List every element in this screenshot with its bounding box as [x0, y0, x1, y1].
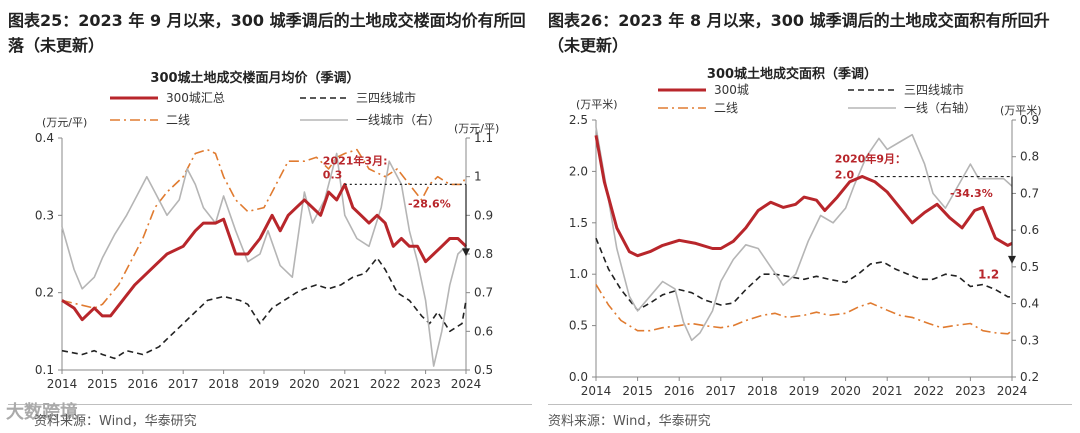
x-tick-label: 2016: [664, 384, 695, 398]
right-tick-label: 0.2: [1020, 370, 1039, 384]
panel-land-area: 图表26：2023 年 8 月以来，300 城季调后的土地成交面积有所回升（未更…: [540, 0, 1080, 433]
series-line-300城: [594, 135, 1013, 258]
x-tick-label: 2022: [370, 377, 401, 391]
right-tick-label: 0.6: [474, 324, 493, 338]
right-tick-label: 0.9: [474, 208, 493, 222]
right-tick-label: 0.3: [1020, 333, 1039, 347]
x-tick-label: 2017: [706, 384, 737, 398]
right-tick-label: 0.5: [1020, 260, 1039, 274]
legend-label: 二线: [166, 113, 190, 127]
x-tick-label: 2014: [581, 384, 612, 398]
x-tick-label: 2015: [87, 377, 118, 391]
figure-title: 图表26：2023 年 8 月以来，300 城季调后的土地成交面积有所回升（未更…: [548, 11, 1050, 55]
right-tick-label: 0.7: [474, 286, 493, 300]
legend-label: 一线（右轴）: [904, 100, 976, 115]
legend-label: 三四线城市: [904, 82, 964, 97]
series-line-二线: [61, 148, 467, 309]
x-tick-label: 2019: [249, 377, 280, 391]
left-tick-label: 0.4: [35, 131, 54, 145]
right-axis-unit: (万平米): [1000, 104, 1042, 117]
annotation-date: 2020年9月：: [835, 152, 906, 166]
x-tick-label: 2018: [747, 384, 778, 398]
left-tick-label: 0.3: [35, 208, 54, 222]
right-tick-label: 0.8: [474, 247, 493, 261]
chart-title: 300城土地成交面积（季调）: [707, 66, 877, 82]
annotation-value: 0.3: [323, 168, 343, 181]
annotation-current: 1.2: [978, 267, 999, 281]
series-line-二线: [595, 284, 1013, 335]
right-tick-label: 1: [474, 170, 482, 184]
x-tick-label: 2020: [289, 377, 320, 391]
x-tick-label: 2015: [622, 384, 653, 398]
chart-title: 300城土地成交楼面月均价（季调）: [150, 70, 359, 86]
left-tick-label: 0.2: [35, 286, 54, 300]
series-line-一线城市（右）: [61, 152, 467, 367]
legend-label: 300城: [714, 83, 749, 97]
left-tick-label: 2.0: [569, 164, 588, 178]
series-line-300城汇总: [61, 182, 468, 322]
watermark: 大数跨境: [6, 402, 78, 423]
x-tick-label: 2022: [914, 384, 945, 398]
series-line-三四线城市: [595, 237, 1012, 312]
x-tick-label: 2014: [47, 377, 78, 391]
x-tick-label: 2018: [208, 377, 239, 391]
series-line-三四线城市: [61, 257, 467, 360]
figure-title: 图表25：2023 年 9 月以来，300 城季调后的土地成交楼面均价有所回落（…: [8, 11, 526, 55]
legend-label: 三四线城市: [356, 90, 416, 105]
annotation-value: 2.0: [835, 169, 855, 182]
panel-land-price: 图表25：2023 年 9 月以来，300 城季调后的土地成交楼面均价有所回落（…: [6, 11, 532, 429]
legend-label: 二线: [714, 101, 738, 115]
left-tick-label: 1.0: [569, 267, 588, 281]
left-tick-label: 0.0: [569, 370, 588, 384]
right-tick-label: 0.4: [1020, 297, 1039, 311]
left-tick-label: 1.5: [569, 216, 588, 230]
x-tick-label: 2020: [830, 384, 861, 398]
left-tick-label: 2.5: [569, 113, 588, 127]
right-tick-label: 0.9: [1020, 113, 1039, 127]
right-tick-label: 0.5: [474, 363, 493, 377]
left-tick-label: 0.1: [35, 363, 54, 377]
right-tick-label: 0.6: [1020, 223, 1039, 237]
x-tick-label: 2016: [128, 377, 159, 391]
left-axis-unit: (万平米): [576, 98, 618, 111]
right-tick-label: 1.1: [474, 131, 493, 145]
legend-label: 300城汇总: [166, 91, 225, 105]
legend-label: 一线城市（右）: [356, 112, 440, 127]
x-tick-label: 2024: [997, 384, 1028, 398]
x-tick-label: 2024: [451, 377, 482, 391]
x-tick-label: 2023: [955, 384, 986, 398]
right-tick-label: 0.8: [1020, 150, 1039, 164]
x-tick-label: 2021: [872, 384, 903, 398]
divider: [8, 404, 532, 405]
x-tick-label: 2019: [789, 384, 820, 398]
right-axis-unit: (万元/平): [454, 122, 499, 135]
annotation-date: 2021年3月:: [323, 153, 388, 167]
series-line-一线（右轴）: [595, 127, 1013, 342]
right-tick-label: 0.7: [1020, 186, 1039, 200]
x-tick-label: 2017: [168, 377, 199, 391]
annotation-change: -34.3%: [950, 187, 993, 200]
left-axis-unit: (万元/平): [42, 116, 87, 129]
left-tick-label: 0.5: [569, 319, 588, 333]
x-tick-label: 2021: [330, 377, 361, 391]
x-tick-label: 2023: [410, 377, 441, 391]
arrow-head: [462, 248, 470, 257]
annotation-change: -28.6%: [408, 198, 451, 211]
arrow-head: [1008, 255, 1016, 264]
source-note: 资料来源：Wind，华泰研究: [34, 414, 197, 429]
source-note: 资料来源：Wind，华泰研究: [548, 414, 711, 429]
divider: [548, 404, 1072, 405]
